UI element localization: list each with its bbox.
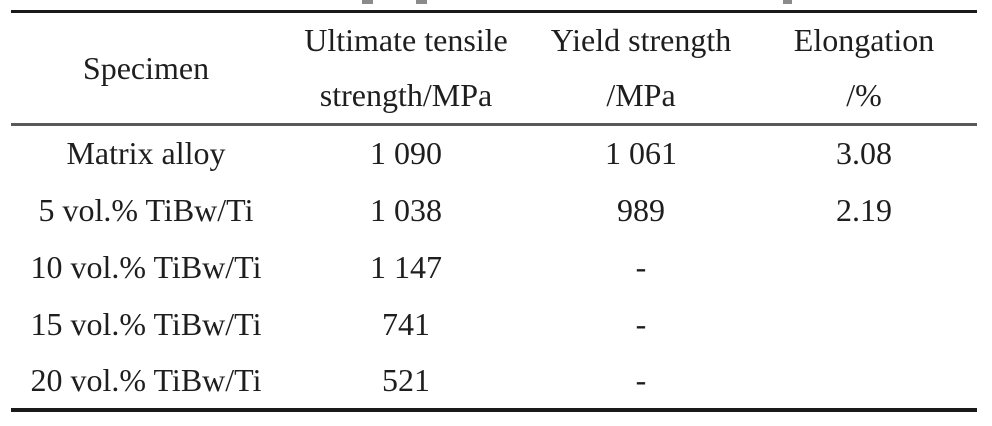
column-header-yield-strength: Yield strength /MPa — [531, 12, 751, 125]
header-row: Specimen Ultimate tensile strength/MPa Y… — [11, 12, 977, 125]
cropped-caption-fragment — [362, 0, 373, 4]
table-row: Matrix alloy 1 090 1 061 3.08 — [11, 125, 977, 182]
header-label-line2: strength/MPa — [319, 77, 493, 113]
yield-cell: - — [635, 361, 647, 398]
elongation-cell — [751, 296, 977, 353]
column-header-ultimate-tensile-strength: Ultimate tensile strength/MPa — [281, 12, 531, 125]
yield-cell: 1 061 — [605, 135, 677, 172]
header-label-line1: Elongation — [793, 22, 935, 58]
specimen-cell: 20 vol.% TiBw/Ti — [30, 361, 262, 398]
elongation-cell — [751, 239, 977, 296]
yield-cell: - — [635, 305, 647, 342]
uts-cell: 521 — [382, 361, 430, 398]
elongation-cell: 3.08 — [836, 135, 892, 172]
table-body: Matrix alloy 1 090 1 061 3.08 5 vol.% Ti… — [11, 125, 977, 410]
specimen-cell: 15 vol.% TiBw/Ti — [30, 305, 262, 342]
column-header-elongation: Elongation /% — [751, 12, 977, 125]
column-header-specimen: Specimen — [11, 12, 281, 125]
table-row: 10 vol.% TiBw/Ti 1 147 - — [11, 239, 977, 296]
header-label-line1: Ultimate tensile — [304, 22, 508, 58]
table-row: 20 vol.% TiBw/Ti 521 - — [11, 353, 977, 410]
tensile-properties-table: Specimen Ultimate tensile strength/MPa Y… — [11, 10, 977, 412]
uts-cell: 1 147 — [370, 248, 442, 285]
elongation-cell — [751, 353, 977, 410]
cropped-caption-fragment — [783, 0, 792, 4]
uts-cell: 1 038 — [370, 191, 442, 228]
header-label-line2: /% — [846, 77, 882, 113]
specimen-cell: Matrix alloy — [66, 135, 226, 172]
yield-cell: - — [635, 248, 647, 285]
uts-cell: 1 090 — [370, 135, 442, 172]
table-row: 15 vol.% TiBw/Ti 741 - — [11, 296, 977, 353]
yield-cell: 989 — [617, 191, 665, 228]
specimen-cell: 5 vol.% TiBw/Ti — [38, 191, 254, 228]
table-header: Specimen Ultimate tensile strength/MPa Y… — [11, 12, 977, 125]
uts-cell: 741 — [382, 305, 430, 342]
specimen-cell: 10 vol.% TiBw/Ti — [30, 248, 262, 285]
header-label: Specimen — [82, 49, 210, 86]
cropped-caption-fragment — [416, 0, 427, 4]
table-row: 5 vol.% TiBw/Ti 1 038 989 2.19 — [11, 182, 977, 239]
header-label-line2: /MPa — [606, 77, 676, 113]
elongation-cell: 2.19 — [836, 191, 892, 228]
header-label-line1: Yield strength — [550, 22, 732, 58]
